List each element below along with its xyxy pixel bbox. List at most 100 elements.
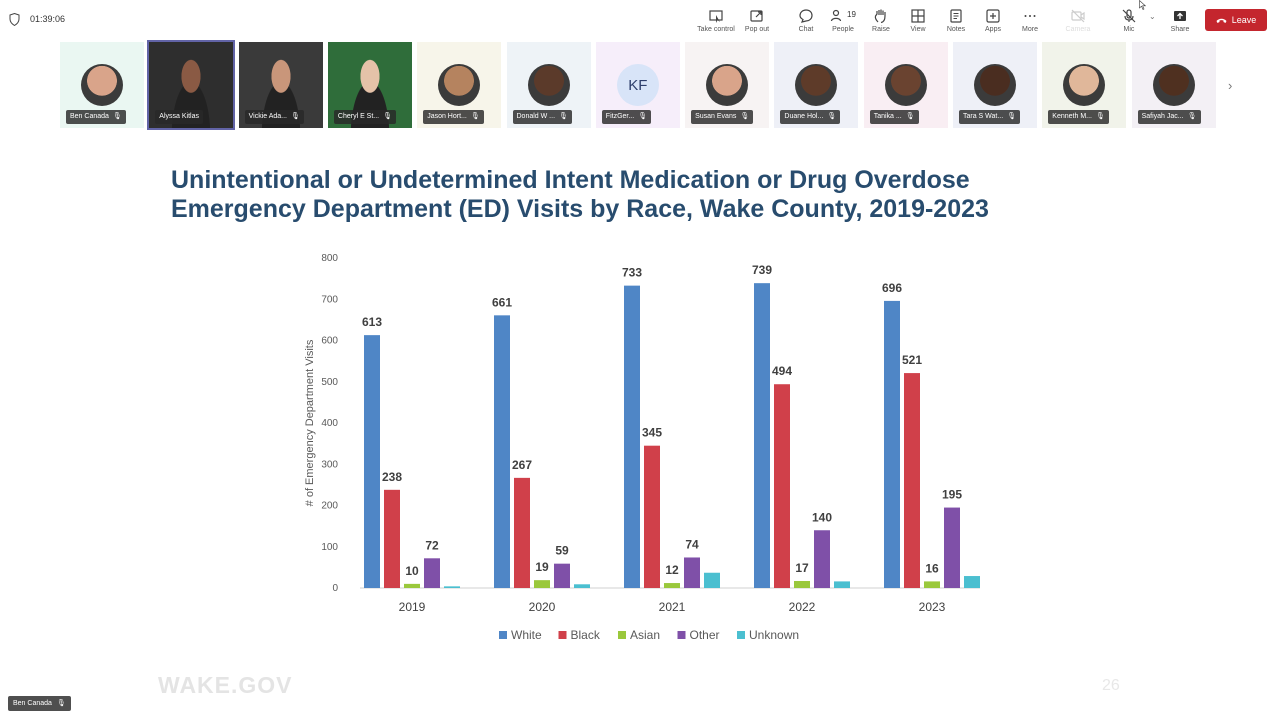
mic-off-icon: 🎙 <box>383 113 393 120</box>
participant-name: Susan Evans <box>695 113 737 120</box>
participant-tile[interactable]: Susan Evans 🎙 <box>685 42 770 128</box>
legend-swatch-asian <box>618 631 626 639</box>
y-tick-label: 600 <box>321 336 338 347</box>
data-label: 238 <box>382 470 402 484</box>
participant-name: Ben Canada <box>70 113 109 120</box>
data-label: 140 <box>812 510 832 524</box>
pop-out-button[interactable]: Pop out <box>733 6 781 33</box>
apps-label: Apps <box>985 26 1001 33</box>
participant-name-tag: FitzGer... 🎙 <box>601 110 652 124</box>
mic-chevron-down-icon[interactable]: ⌄ <box>1149 12 1156 21</box>
meeting-toolbar: 01:39:06 Take control Pop out Chat 19 Pe… <box>0 0 1280 40</box>
y-tick-label: 400 <box>321 418 338 429</box>
participant-tile[interactable]: KF FitzGer... 🎙 <box>595 42 680 128</box>
x-tick-label: 2023 <box>919 600 946 614</box>
mic-off-icon: 🎙 <box>1187 113 1197 120</box>
more-button[interactable]: More <box>1006 6 1054 33</box>
pop-out-icon <box>750 10 763 22</box>
chat-icon <box>799 9 813 23</box>
participant-avatar <box>884 64 927 106</box>
participant-tile[interactable]: Ben Canada 🎙 <box>60 42 144 128</box>
take-control-label: Take control <box>697 26 735 33</box>
data-label: 59 <box>555 544 569 558</box>
mic-off-icon: 🎙 <box>1096 113 1105 120</box>
participant-tile[interactable]: Jason Hort... 🎙 <box>417 42 502 128</box>
bar-asian-2019 <box>404 583 420 588</box>
more-icon <box>1024 15 1036 17</box>
bar-white-2021 <box>624 285 640 588</box>
view-grid-icon <box>911 9 925 23</box>
slide-title: Unintentional or Undetermined Intent Med… <box>171 166 1131 224</box>
participant-name: Cheryl E St... <box>337 113 380 120</box>
data-label: 739 <box>752 263 772 277</box>
raise-hand-button[interactable]: Raise <box>857 6 905 33</box>
view-button[interactable]: View <box>894 6 942 33</box>
legend-label: Black <box>571 628 601 642</box>
mic-off-icon: 🎙 <box>905 113 915 120</box>
participant-name: Tanika ... <box>873 113 902 120</box>
participant-name: Jason Hort... <box>427 113 467 120</box>
people-icon <box>830 9 842 22</box>
legend-swatch-white <box>499 631 507 639</box>
participant-tile[interactable]: Tanika ... 🎙 <box>863 42 948 128</box>
participant-tile[interactable]: Alyssa Kitlas <box>147 40 236 130</box>
notes-label: Notes <box>946 26 966 33</box>
participant-tile[interactable]: Tara S Wat... 🎙 <box>953 42 1037 128</box>
participant-tile[interactable]: Cheryl E St... 🎙 <box>327 42 412 128</box>
participant-strip: Ben Canada 🎙 Alyssa Kitlas Vickie Ada... 🎙 Ch… <box>60 40 1220 132</box>
mic-off-icon: 🎙 <box>470 113 480 120</box>
participant-name: Kenneth M... <box>1052 113 1092 120</box>
data-label: 661 <box>492 295 512 309</box>
chat-button[interactable]: Chat <box>782 6 830 33</box>
legend-label: Unknown <box>749 628 799 642</box>
camera-off-icon <box>1071 9 1085 23</box>
participant-name: Vickie Ada... <box>248 113 287 120</box>
participant-name-tag: Tanika ... 🎙 <box>869 110 919 124</box>
meeting-timer: 01:39:06 <box>30 14 66 24</box>
mic-off-icon: 🎙 <box>1007 113 1017 120</box>
take-control-icon <box>709 10 723 23</box>
bar-white-2022 <box>754 283 770 588</box>
participant-name-tag: Kenneth M... 🎙 <box>1048 110 1109 124</box>
bar-other-2023 <box>944 507 960 588</box>
y-tick-label: 0 <box>332 583 338 594</box>
participant-tile[interactable]: Vickie Ada... 🎙 <box>238 42 323 128</box>
participant-name-tag: Tara S Wat... 🎙 <box>959 110 1021 124</box>
legend-swatch-unknown <box>737 631 745 639</box>
next-participants-chevron-icon[interactable]: › <box>1228 78 1233 93</box>
share-button[interactable]: Share <box>1156 6 1204 33</box>
bar-black-2023 <box>904 373 920 588</box>
take-control-button[interactable]: Take control <box>692 6 740 33</box>
participant-name: FitzGer... <box>605 113 635 120</box>
more-label: More <box>1022 26 1038 33</box>
people-button[interactable]: 19 People <box>819 6 867 33</box>
data-label: 494 <box>772 364 792 378</box>
y-tick-label: 200 <box>321 501 338 512</box>
participant-initials-avatar: KF <box>616 64 659 106</box>
participant-tile[interactable]: Kenneth M... 🎙 <box>1042 42 1127 128</box>
participant-avatar <box>1063 64 1106 106</box>
self-mic-off-icon: 🎙 <box>56 700 66 707</box>
mic-off-icon: 🎙 <box>559 113 568 120</box>
x-tick-label: 2021 <box>659 600 686 614</box>
participant-name: Alyssa Kitlas <box>159 113 199 120</box>
participant-tile[interactable]: Donald W ... 🎙 <box>506 42 591 128</box>
participant-tile[interactable]: Duane Hol... 🎙 <box>774 42 859 128</box>
camera-button[interactable]: Camera <box>1054 6 1102 33</box>
mic-off-icon: 🎙 <box>827 113 837 120</box>
notes-button[interactable]: Notes <box>932 6 980 33</box>
bar-black-2022 <box>774 384 790 588</box>
participant-name-tag: Alyssa Kitlas <box>155 110 203 124</box>
data-label: 613 <box>362 315 382 329</box>
leave-button[interactable]: Leave <box>1205 9 1267 31</box>
legend-label: White <box>511 628 542 642</box>
data-label: 521 <box>902 353 922 367</box>
participant-tile[interactable]: Safiyah Jac... 🎙 <box>1131 42 1216 128</box>
shield-icon <box>9 13 20 26</box>
participant-avatar <box>795 64 838 106</box>
apps-button[interactable]: Apps <box>969 6 1017 33</box>
y-tick-label: 700 <box>321 294 338 305</box>
mic-off-icon <box>1122 9 1136 23</box>
mic-button[interactable]: ⌄ Mic <box>1105 6 1156 33</box>
data-label: 12 <box>665 563 679 577</box>
